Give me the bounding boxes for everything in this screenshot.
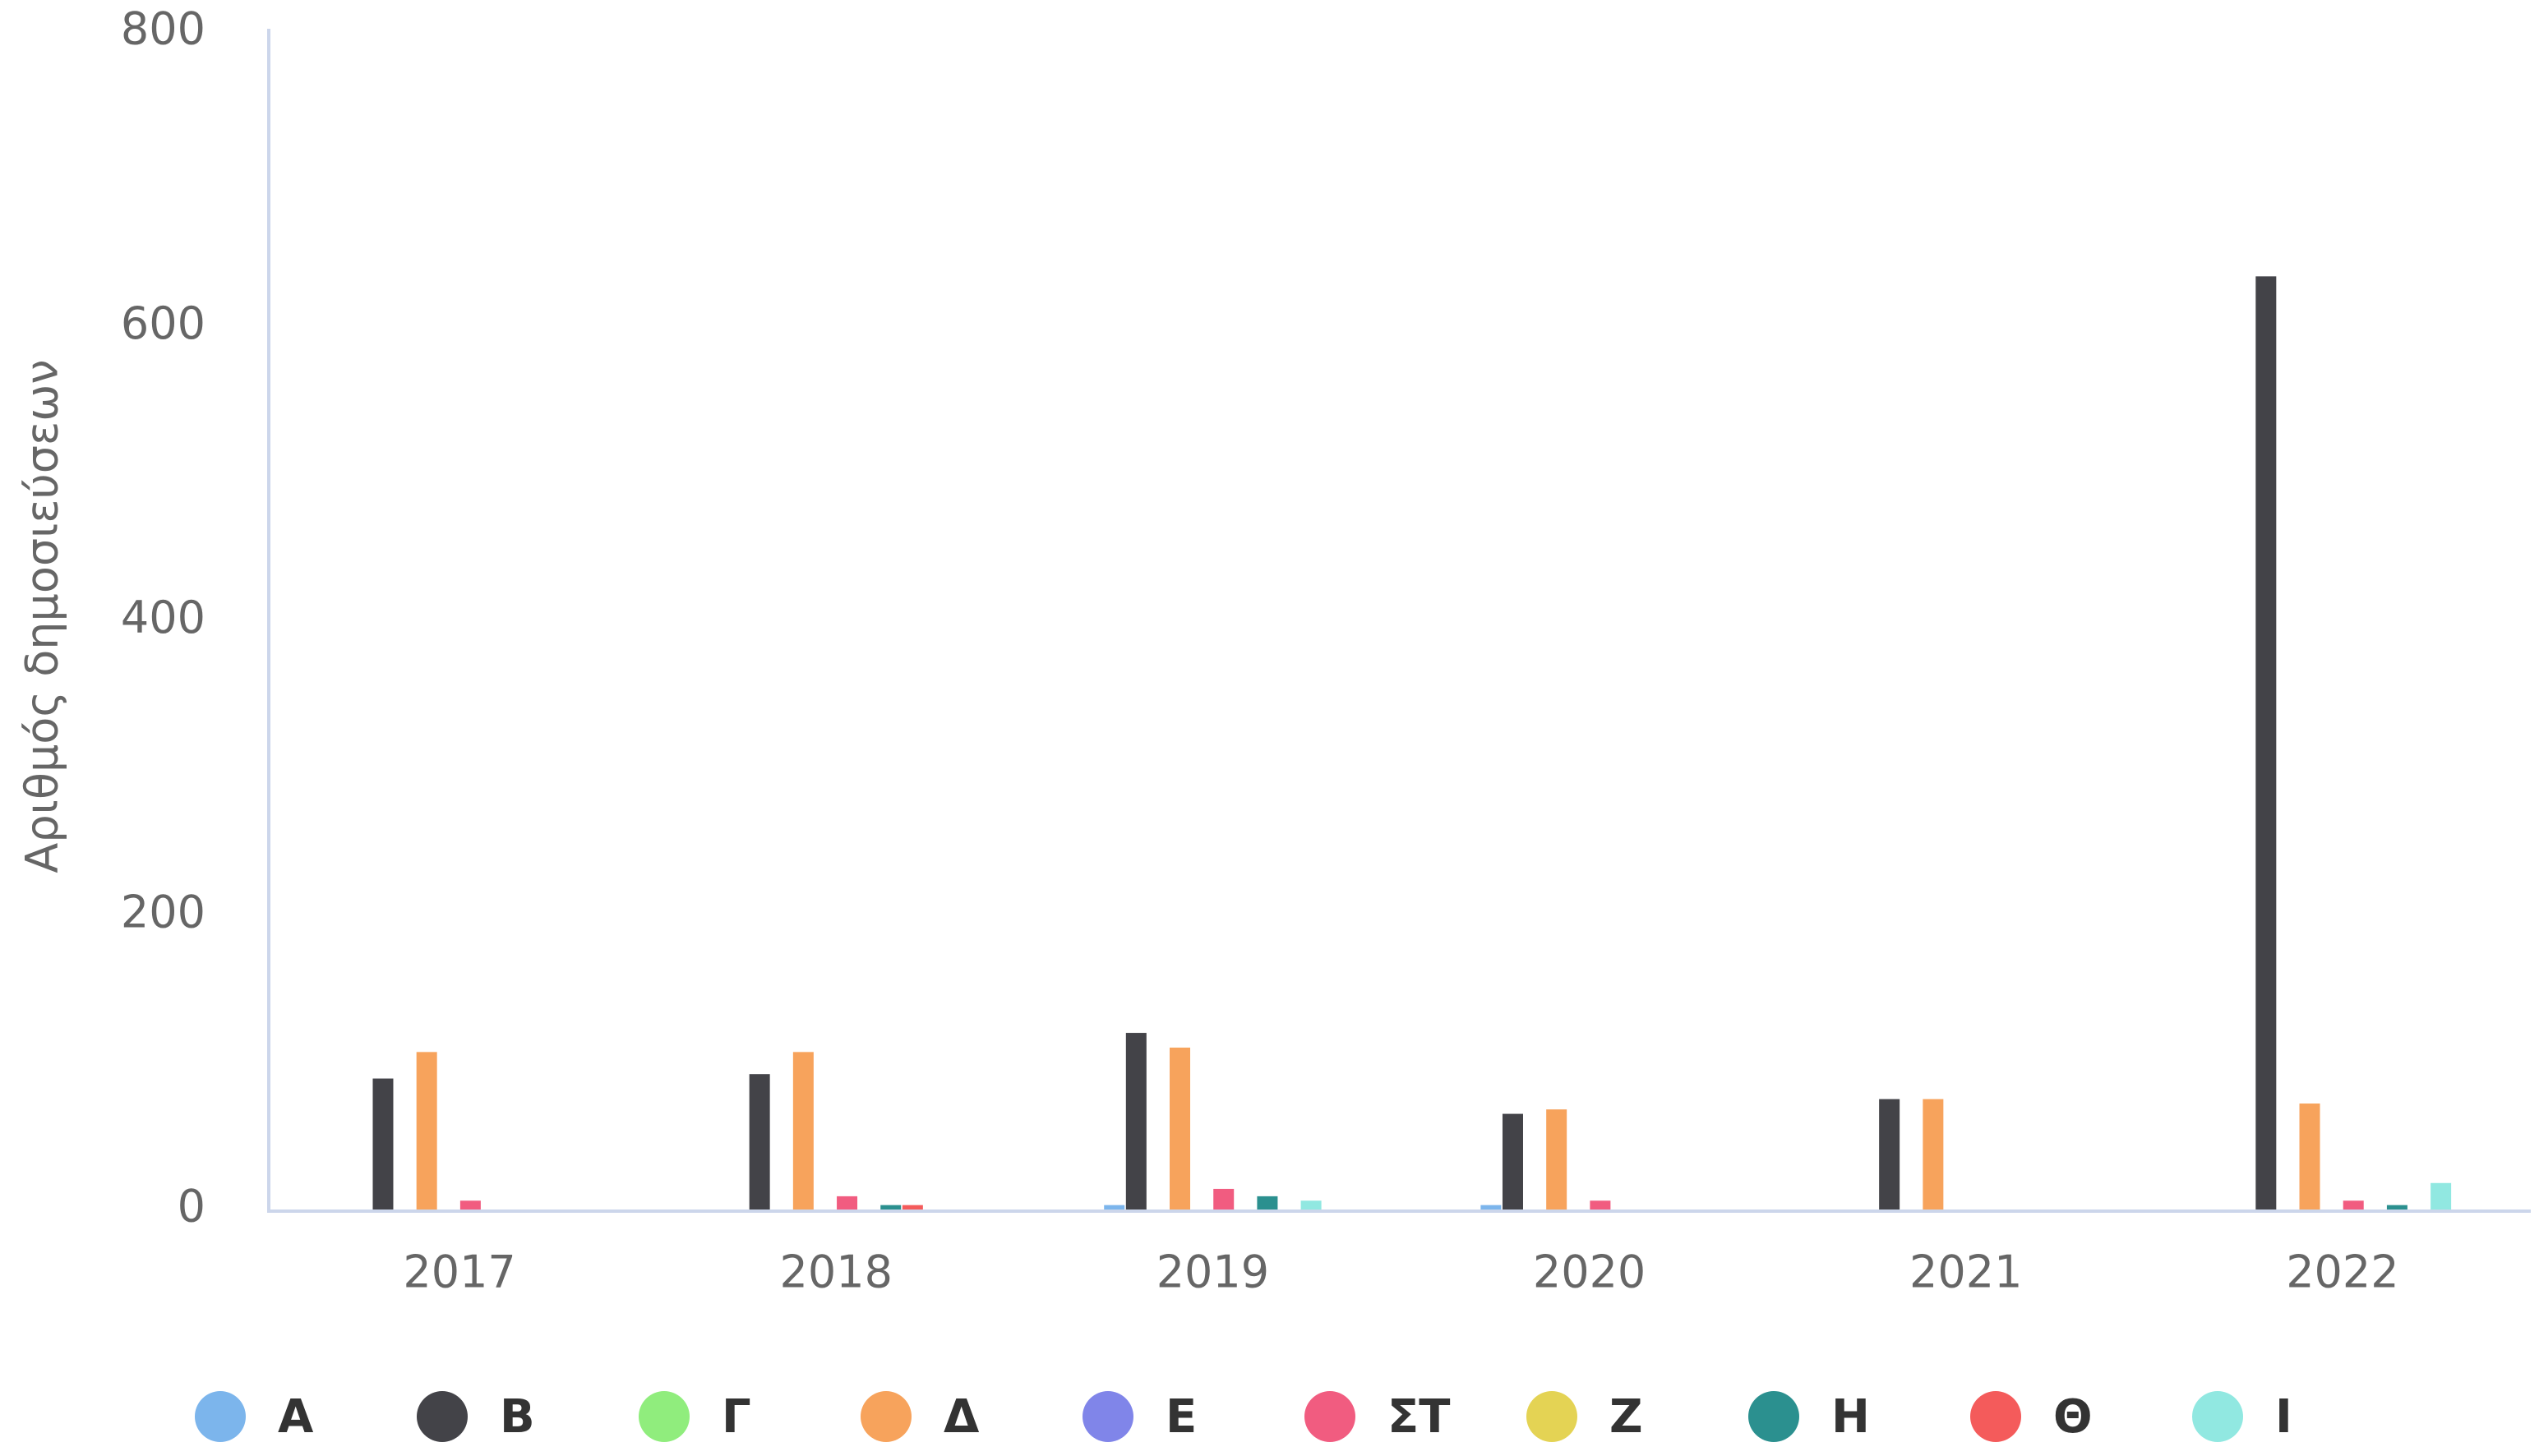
y-tick-label: 400: [121, 592, 205, 643]
legend-label: Δ: [944, 1390, 980, 1444]
legend-swatch: [2192, 1391, 2243, 1442]
bar: [2431, 1182, 2452, 1209]
bar: [1257, 1196, 1278, 1209]
bar: [2343, 1200, 2364, 1209]
bar: [1879, 1099, 1900, 1209]
bar: [880, 1205, 902, 1209]
bar: [1300, 1200, 1322, 1209]
bar: [1502, 1113, 1523, 1209]
legend-label: ΣΤ: [1387, 1390, 1450, 1444]
legend-label: Γ: [722, 1390, 751, 1444]
x-tick-label: 2020: [1533, 1246, 1646, 1298]
bar: [416, 1052, 437, 1209]
x-tick-label: 2021: [1909, 1246, 2022, 1298]
bar: [902, 1205, 923, 1209]
x-tick-label: 2017: [403, 1246, 515, 1298]
bar: [2386, 1205, 2407, 1209]
bar: [372, 1078, 394, 1209]
bar: [1480, 1205, 1502, 1209]
legend-swatch: [195, 1391, 246, 1442]
bar: [837, 1196, 858, 1209]
bar: [1546, 1109, 1567, 1209]
bar: [2255, 276, 2277, 1209]
legend-label: Β: [500, 1390, 535, 1444]
bar: [2299, 1104, 2320, 1209]
legend-swatch: [1304, 1391, 1355, 1442]
legend-swatch: [861, 1391, 912, 1442]
y-axis-label: Αριθμός δημοσιεύσεων: [16, 359, 68, 873]
y-tick-label: 600: [121, 297, 205, 349]
legend-label: Θ: [2053, 1390, 2093, 1444]
bar: [459, 1200, 481, 1209]
x-tick-label: 2019: [1156, 1246, 1269, 1298]
legend-swatch: [639, 1391, 690, 1442]
y-tick-label: 200: [121, 886, 205, 938]
bar: [749, 1074, 770, 1209]
x-tick-label: 2022: [2286, 1246, 2398, 1298]
y-tick-label: 0: [178, 1181, 205, 1233]
bar: [1125, 1033, 1147, 1209]
bar: [792, 1052, 814, 1209]
legend-swatch: [1748, 1391, 1799, 1442]
bar: [1590, 1200, 1611, 1209]
legend-label: Ζ: [1609, 1390, 1643, 1444]
bar: [1923, 1099, 1944, 1209]
bar: [1170, 1047, 1191, 1209]
legend-swatch: [417, 1391, 468, 1442]
legend-label: Α: [278, 1390, 314, 1444]
legend-swatch: [1970, 1391, 2021, 1442]
bar: [1213, 1188, 1235, 1209]
x-tick-label: 2018: [780, 1246, 893, 1298]
bar: [1104, 1205, 1125, 1209]
legend-label: Ε: [1166, 1390, 1197, 1444]
legend-label: Η: [1831, 1390, 1870, 1444]
legend-label: Ι: [2275, 1390, 2292, 1444]
legend-swatch: [1083, 1391, 1133, 1442]
legend-swatch: [1526, 1391, 1577, 1442]
y-tick-label: 800: [121, 3, 205, 55]
